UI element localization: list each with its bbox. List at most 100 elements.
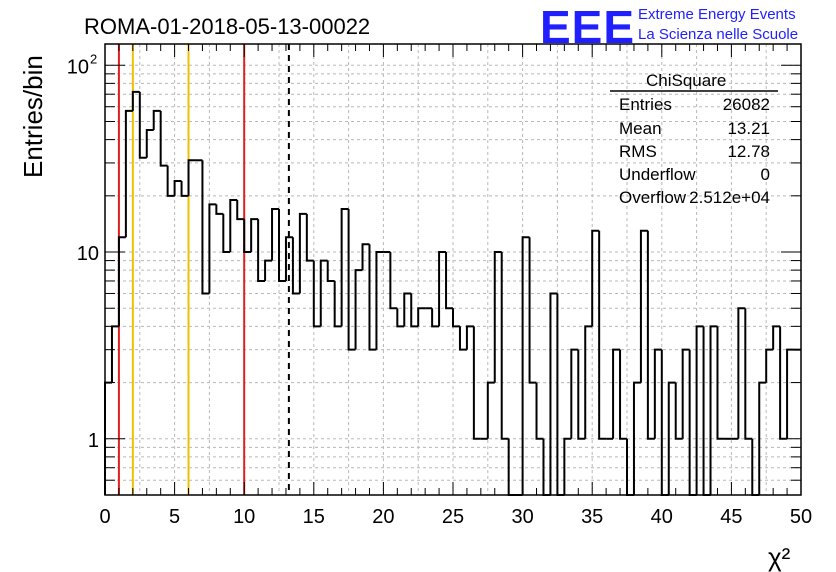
- histogram-bin: [472, 326, 481, 440]
- histogram-bin: [117, 236, 126, 327]
- histogram-bin: [278, 208, 286, 282]
- histogram-bin: [354, 269, 363, 350]
- histogram-bin: [257, 219, 266, 282]
- histogram-bin: [396, 308, 405, 328]
- stats-label-overflow: Overflow: [619, 188, 687, 207]
- x-tick-label: 45: [720, 506, 742, 528]
- histogram-bin: [445, 252, 453, 310]
- histogram-bin: [319, 259, 328, 327]
- histogram-bin: [431, 308, 440, 328]
- histogram-bin: [229, 198, 238, 253]
- x-axis-ticks: 0 5 10 15 20 25 30 35 40 45 50: [99, 44, 812, 528]
- histogram-bin: [765, 348, 774, 383]
- histogram-bin: [452, 308, 460, 328]
- x-tick-label: 25: [442, 506, 464, 528]
- histogram-bin: [667, 381, 676, 495]
- histogram-bin: [284, 236, 293, 281]
- eee-logo-acronym: EEE: [540, 1, 635, 53]
- stats-label-mean: Mean: [619, 119, 662, 138]
- histogram-bin: [591, 229, 600, 327]
- x-tick-label: 40: [651, 506, 673, 528]
- x-tick-label: 20: [372, 506, 394, 528]
- y-axis-title: Entries/bin: [18, 55, 48, 178]
- histogram-bin: [653, 348, 662, 439]
- histogram-bin: [612, 348, 621, 439]
- histogram-bin: [758, 381, 767, 495]
- histogram-bin: [709, 325, 718, 495]
- histogram-bin: [124, 109, 133, 238]
- histogram-bin: [131, 90, 140, 111]
- stats-box-name: ChiSquare: [646, 71, 726, 90]
- histogram-bin: [250, 218, 259, 253]
- eee-logo-line1: Extreme Energy Events: [638, 6, 796, 23]
- histogram-bin: [187, 159, 196, 196]
- histogram-bin: [361, 243, 370, 271]
- histogram-bin: [264, 259, 273, 281]
- x-tick-label: 15: [303, 506, 325, 528]
- histogram-bin: [458, 326, 467, 351]
- x-tick-label: 10: [233, 506, 255, 528]
- histogram-bin: [521, 236, 530, 495]
- histogram-bin: [598, 230, 607, 440]
- x-tick-label: 0: [99, 506, 110, 528]
- histogram-bin: [577, 349, 586, 440]
- histogram-bin: [312, 260, 321, 328]
- histogram-bin: [166, 165, 175, 197]
- histogram-bin: [152, 109, 161, 131]
- y-tick-label: 10: [67, 56, 89, 78]
- eee-logo: EEE Extreme Energy Events La Scienza nel…: [540, 1, 798, 53]
- histogram-bin: [305, 213, 314, 262]
- x-tick-label: 5: [169, 506, 180, 528]
- histogram-bin: [243, 219, 252, 254]
- histogram-bin: [291, 237, 300, 295]
- x-axis-title: χ²: [768, 542, 791, 572]
- histogram-bin: [438, 251, 447, 327]
- histogram-bin: [570, 348, 579, 439]
- histogram-bin: [180, 181, 189, 197]
- histogram-bin: [619, 349, 627, 440]
- histogram-bin: [744, 308, 753, 440]
- histogram-bin: [375, 251, 384, 350]
- histogram-bin: [333, 280, 342, 328]
- histogram-bin: [201, 160, 210, 295]
- stats-value-mean: 13.21: [727, 119, 770, 138]
- histogram-bin: [389, 252, 398, 310]
- stats-label-rms: RMS: [619, 142, 657, 161]
- histogram-bin: [632, 381, 641, 495]
- histogram-bin: [465, 325, 474, 350]
- chart-title: ROMA-01-2018-05-13-00022: [84, 14, 370, 39]
- stats-value-underflow: 0: [761, 165, 770, 184]
- histogram-bin: [410, 293, 419, 328]
- stats-label-underflow: Underflow: [619, 165, 696, 184]
- eee-logo-line2: La Scienza nelle Scuole: [638, 26, 798, 43]
- histogram-bin: [584, 325, 593, 439]
- histogram-bin: [159, 110, 168, 167]
- histogram-bin: [549, 292, 558, 495]
- histogram-bin: [326, 260, 335, 282]
- grid-lines: [105, 44, 801, 495]
- histogram-bin: [173, 180, 182, 196]
- histogram-bin: [417, 307, 426, 327]
- histogram-bin: [695, 325, 704, 495]
- y-tick-label-exponent: 2: [90, 51, 97, 66]
- histogram-bin: [215, 204, 224, 215]
- histogram-bin: [271, 207, 279, 261]
- histogram-bin: [298, 212, 307, 294]
- histogram-bin: [145, 129, 154, 158]
- histogram-bin: [222, 213, 231, 254]
- histogram-bin: [236, 199, 245, 221]
- histogram-bin: [737, 307, 746, 439]
- x-tick-label: 30: [511, 506, 533, 528]
- histogram-bin: [347, 208, 356, 351]
- histogram-bin: [563, 437, 572, 495]
- histogram-bin: [486, 381, 495, 439]
- stats-value-entries: 26082: [723, 95, 770, 114]
- histogram-bin: [368, 244, 377, 351]
- histogram-bin: [646, 230, 655, 440]
- stats-value-overflow: 2.512e+04: [689, 188, 770, 207]
- x-tick-label: 50: [790, 506, 812, 528]
- y-tick-label: 1: [88, 430, 99, 452]
- histogram-bin: [716, 326, 725, 440]
